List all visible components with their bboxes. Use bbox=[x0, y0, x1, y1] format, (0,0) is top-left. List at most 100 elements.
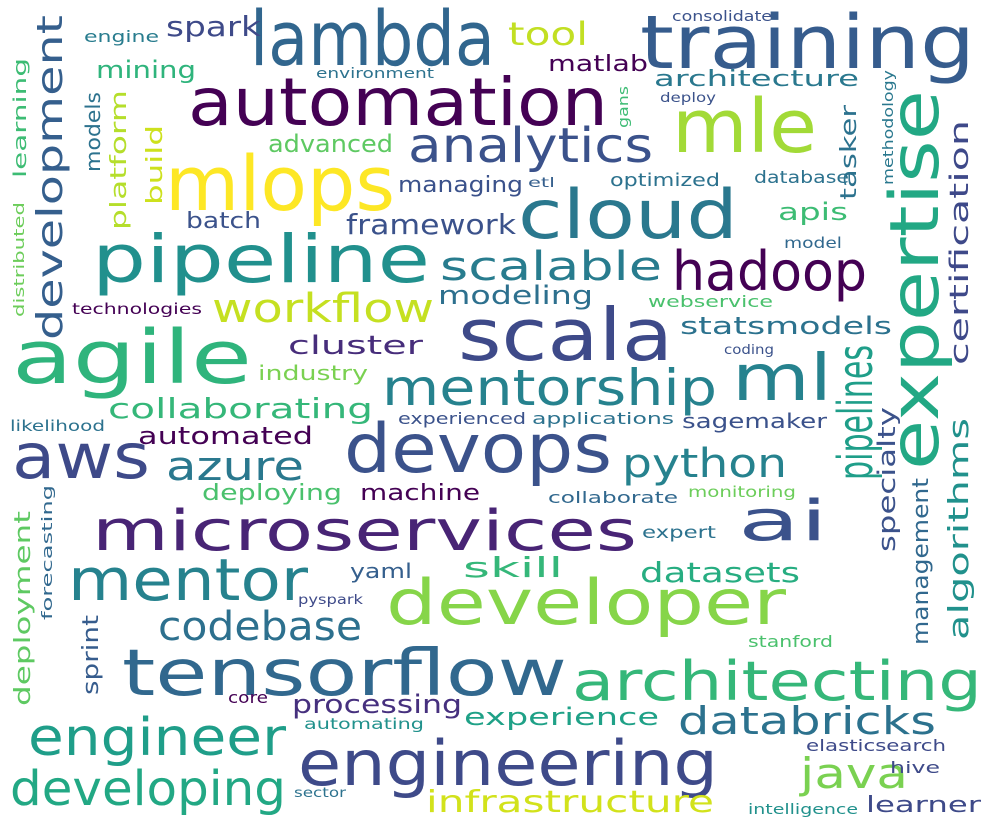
cloud-word-learner: learner bbox=[866, 793, 982, 818]
cloud-word-spark: spark bbox=[166, 10, 262, 43]
cloud-word-hadoop: hadoop bbox=[672, 240, 867, 303]
cloud-word-build: build bbox=[143, 125, 168, 205]
cloud-word-matlab: matlab bbox=[548, 52, 648, 77]
cloud-word-elasticsearch: elasticsearch bbox=[806, 736, 946, 755]
cloud-word-monitoring: monitoring bbox=[688, 483, 796, 501]
cloud-word-developer: developer bbox=[386, 566, 787, 639]
cloud-word-gans: gans bbox=[616, 86, 632, 128]
cloud-word-expert: expert bbox=[642, 523, 716, 543]
cloud-word-java: java bbox=[799, 749, 908, 798]
cloud-word-skill: skill bbox=[463, 551, 563, 584]
cloud-word-codebase: codebase bbox=[158, 604, 362, 650]
cloud-word-database: database bbox=[754, 168, 849, 188]
cloud-word-engineering: engineering bbox=[298, 727, 718, 800]
cloud-word-mle: mle bbox=[672, 84, 817, 170]
cloud-word-methodology: methodology bbox=[881, 70, 897, 185]
cloud-word-sprint: sprint bbox=[79, 615, 104, 695]
cloud-word-training: training bbox=[640, 0, 975, 86]
cloud-word-automated: automated bbox=[138, 422, 313, 450]
cloud-word-managing: managing bbox=[398, 173, 523, 198]
cloud-word-forecasting: forecasting bbox=[40, 485, 56, 620]
cloud-word-likelihood: likelihood bbox=[10, 417, 105, 435]
cloud-word-model: model bbox=[784, 234, 842, 252]
cloud-word-specialty: specialty bbox=[873, 407, 901, 552]
cloud-word-advanced: advanced bbox=[268, 130, 393, 158]
cloud-word-yaml: yaml bbox=[350, 559, 412, 583]
cloud-word-models: models bbox=[81, 92, 105, 172]
cloud-word-development: development bbox=[30, 15, 71, 340]
cloud-word-stanford: stanford bbox=[748, 632, 833, 651]
cloud-word-scalable: scalable bbox=[440, 244, 662, 290]
cloud-word-optimized: optimized bbox=[610, 170, 720, 191]
cloud-word-pipelines: pipelines bbox=[828, 345, 884, 480]
cloud-word-etl: etl bbox=[528, 176, 555, 191]
cloud-word-applications: applications bbox=[532, 409, 674, 428]
cloud-word-automating: automating bbox=[304, 715, 424, 733]
cloud-word-consolidate: consolidate bbox=[672, 9, 772, 25]
cloud-word-batch: batch bbox=[186, 209, 261, 234]
cloud-word-analytics: analytics bbox=[408, 118, 653, 174]
cloud-word-ai: ai bbox=[738, 489, 828, 554]
cloud-word-technologies: technologies bbox=[72, 300, 202, 318]
cloud-word-coding: coding bbox=[724, 343, 774, 358]
cloud-word-environment: environment bbox=[316, 66, 435, 82]
cloud-word-processing: processing bbox=[292, 690, 462, 720]
cloud-word-datasets: datasets bbox=[640, 556, 800, 589]
cloud-word-deploy: deploy bbox=[660, 91, 716, 106]
cloud-word-devops: devops bbox=[344, 410, 612, 489]
cloud-word-databricks: databricks bbox=[678, 699, 936, 743]
cloud-word-pipeline: pipeline bbox=[92, 221, 430, 298]
cloud-word-collaborating: collaborating bbox=[108, 392, 373, 425]
cloud-word-tasker: tasker bbox=[837, 104, 862, 200]
cloud-word-management: management bbox=[909, 478, 934, 645]
cloud-word-python: python bbox=[622, 441, 787, 487]
cloud-word-core: core bbox=[228, 688, 268, 707]
cloud-word-mentorship: mentorship bbox=[382, 359, 717, 417]
cloud-word-mining: mining bbox=[96, 56, 196, 84]
cloud-word-azure: azure bbox=[166, 444, 304, 490]
cloud-word-deploying: deploying bbox=[202, 481, 342, 506]
cloud-word-machine: machine bbox=[360, 481, 480, 506]
cloud-word-aws: aws bbox=[12, 420, 150, 493]
cloud-word-experience: experience bbox=[464, 703, 659, 731]
cloud-word-statsmodels: statsmodels bbox=[680, 312, 892, 340]
cloud-word-expertise: expertise bbox=[876, 90, 955, 470]
cloud-word-hive: hive bbox=[890, 758, 940, 777]
cloud-word-experienced: experienced bbox=[398, 409, 526, 428]
cloud-word-tool: tool bbox=[508, 15, 588, 53]
cloud-word-deployment: deployment bbox=[11, 510, 36, 706]
cloud-word-engineer: engineer bbox=[28, 708, 287, 768]
cloud-word-scala: scala bbox=[458, 293, 673, 377]
cloud-word-architecture: architecture bbox=[654, 67, 859, 92]
cloud-word-microservices: microservices bbox=[92, 499, 637, 564]
cloud-word-mentor: mentor bbox=[68, 546, 308, 614]
cloud-word-platform: platform bbox=[107, 90, 132, 230]
cloud-word-certification: certification bbox=[945, 120, 975, 365]
cloud-word-algorithms: algorithms bbox=[942, 418, 975, 640]
cloud-word-lambda: lambda bbox=[250, 0, 495, 83]
cloud-word-cluster: cluster bbox=[288, 331, 423, 361]
cloud-word-pyspark: pyspark bbox=[298, 593, 364, 608]
cloud-word-learning: learning bbox=[10, 58, 31, 178]
cloud-word-apis: apis bbox=[778, 198, 848, 226]
cloud-word-sagemaker: sagemaker bbox=[682, 409, 828, 433]
cloud-word-infrastructure: infrastructure bbox=[426, 785, 714, 820]
cloud-word-tensorflow: tensorflow bbox=[122, 637, 567, 711]
cloud-word-cloud: cloud bbox=[518, 176, 738, 255]
cloud-word-distributed: distributed bbox=[12, 202, 28, 317]
cloud-word-architecting: architecting bbox=[572, 650, 982, 713]
cloud-word-sector: sector bbox=[294, 786, 347, 801]
cloud-word-framework: framework bbox=[346, 208, 517, 241]
cloud-word-engine: engine bbox=[84, 27, 159, 46]
cloud-word-agile: agile bbox=[12, 315, 252, 401]
cloud-word-intelligence: intelligence bbox=[748, 802, 858, 818]
cloud-word-webservice: webservice bbox=[648, 292, 773, 311]
cloud-word-collaborate: collaborate bbox=[548, 488, 678, 507]
cloud-word-mlops: mlops bbox=[165, 139, 395, 228]
cloud-word-workflow: workflow bbox=[212, 286, 434, 332]
cloud-word-developing: developing bbox=[10, 761, 286, 817]
cloud-word-ml: ml bbox=[732, 342, 832, 416]
cloud-word-automation: automation bbox=[188, 64, 608, 141]
cloud-word-modeling: modeling bbox=[438, 281, 593, 311]
